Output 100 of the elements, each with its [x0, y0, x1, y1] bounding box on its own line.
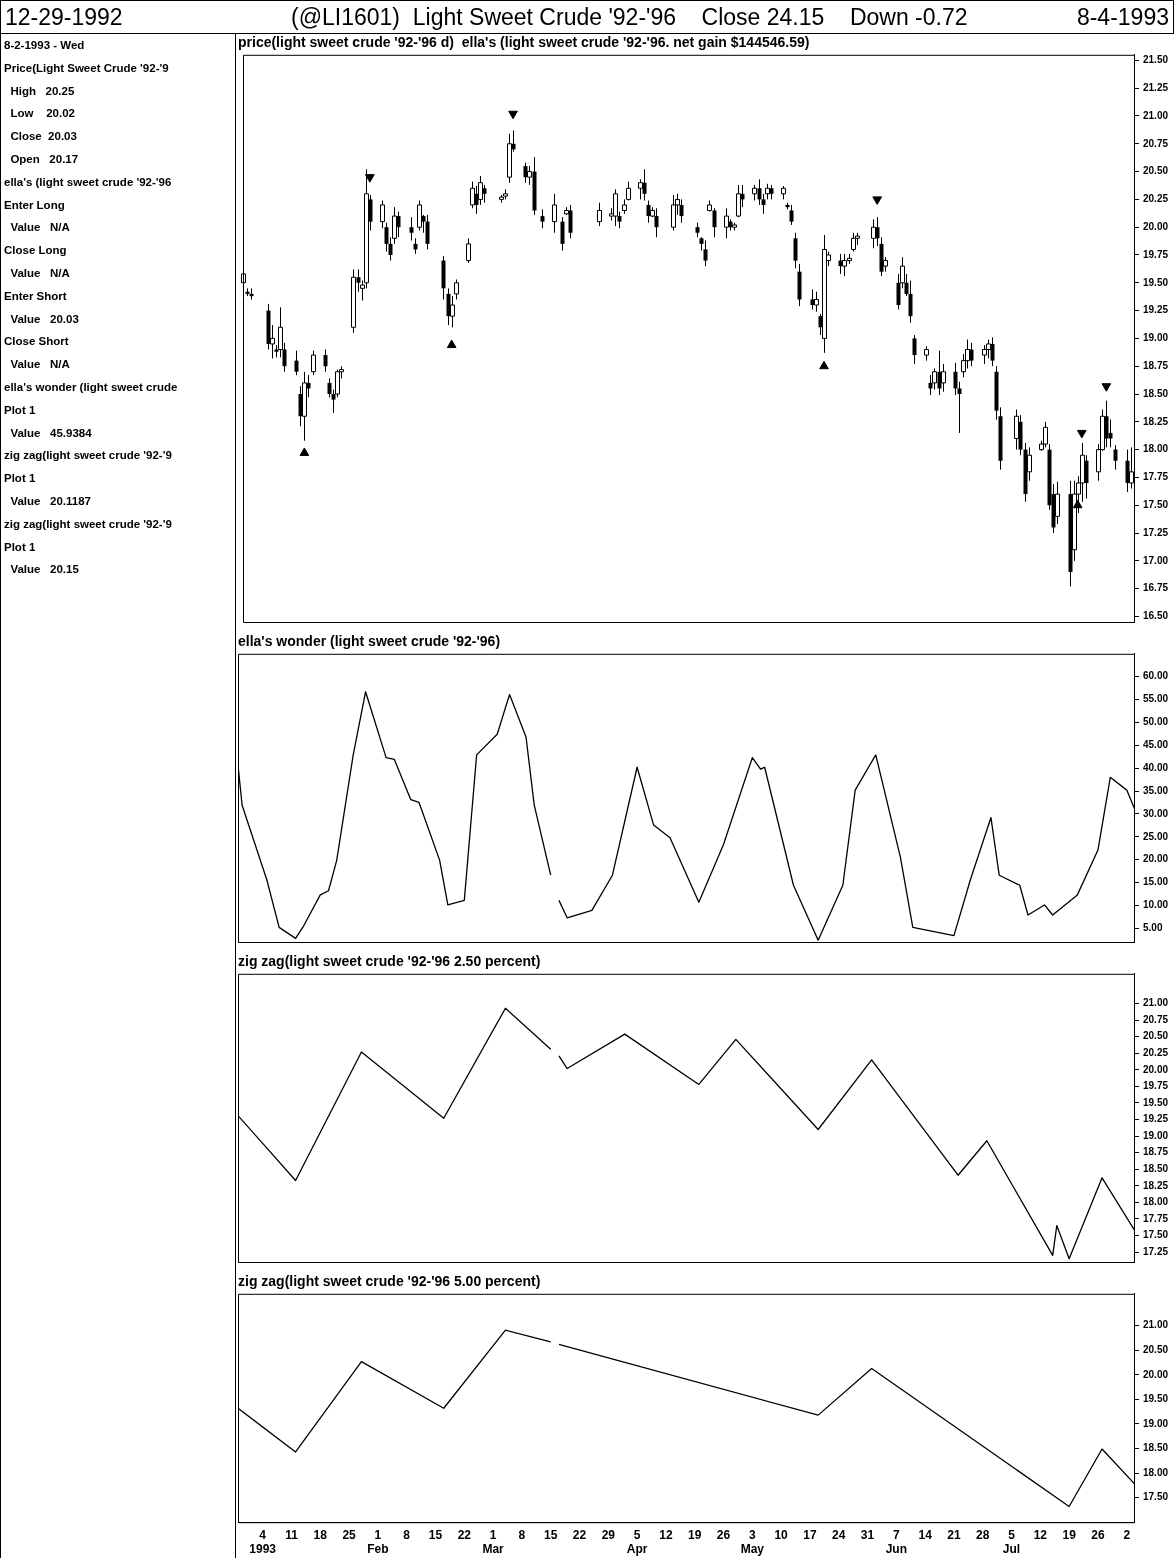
y-tick-label: 15.00 — [1142, 876, 1169, 888]
y-tick-label: 18.50 — [1142, 1163, 1169, 1174]
text: 8-2-1993 - Wed — [3, 38, 86, 53]
y-tick-label: 21.00 — [1142, 997, 1169, 1009]
candlestick — [703, 240, 708, 267]
y-tick-label: 60.00 — [1142, 670, 1169, 682]
text: Value 20.15 — [9, 562, 80, 578]
y-tick-label: 18.25 — [1142, 415, 1169, 427]
x-tick-label: 1 Mar — [482, 1527, 505, 1557]
x-tick-label: 7 Jun — [885, 1527, 907, 1557]
y-tick-label: 20.00 — [1142, 1368, 1169, 1380]
text: 8-4-1993 — [1076, 4, 1169, 31]
text: ella's wonder (light sweet crude — [3, 379, 179, 395]
candlestick — [982, 344, 987, 365]
x-tick-label: 14 — [918, 1527, 933, 1542]
x-tick-label: 19 — [1062, 1527, 1077, 1542]
y-tick-label: 17.00 — [1142, 554, 1169, 566]
point — [299, 447, 310, 456]
y-tick-label: 17.25 — [1142, 1245, 1169, 1257]
y-tick-label: 18.75 — [1142, 359, 1169, 371]
x-tick-label: 22 — [572, 1527, 587, 1542]
y-tick-label: 17.75 — [1142, 471, 1169, 483]
x-tick-label: 5 Apr — [626, 1527, 648, 1557]
y-tick-label: 20.50 — [1142, 165, 1169, 177]
y-tick-label: 17.50 — [1142, 1491, 1169, 1503]
y-tick-label: 18.00 — [1142, 443, 1169, 455]
y-tick-label: 20.00 — [1142, 220, 1169, 232]
y-tick-label: 16.50 — [1142, 610, 1169, 622]
y-tick-label: 50.00 — [1142, 716, 1169, 728]
candlestick — [671, 194, 676, 232]
y-tick-label: 20.25 — [1142, 193, 1169, 205]
x-tick-label: 5 Jul — [1002, 1527, 1021, 1557]
candlestick — [679, 198, 684, 224]
y-tick-label: 19.25 — [1142, 304, 1169, 316]
y-tick-label: 20.75 — [1142, 137, 1169, 149]
y-tick-label: 19.00 — [1142, 1417, 1169, 1429]
text: 12-29-1992 — [5, 4, 123, 31]
y-tick-label: 19.75 — [1142, 1080, 1169, 1092]
y-tick-label: 16.75 — [1142, 582, 1169, 594]
x-tick-label: 22 — [457, 1527, 472, 1542]
candlestick — [409, 216, 414, 242]
y-tick-label: 55.00 — [1142, 693, 1169, 705]
y-tick-label: 40.00 — [1142, 761, 1169, 773]
point — [1072, 499, 1083, 509]
y-tick-label: 20.50 — [1142, 1344, 1169, 1356]
x-tick-label: 17 — [803, 1527, 817, 1542]
candlestick — [1104, 400, 1109, 448]
x-tick-label: 2 — [1123, 1527, 1131, 1542]
y-tick-label: 18.75 — [1142, 1146, 1169, 1158]
point — [819, 360, 829, 370]
x-tick-label: 11 — [285, 1527, 299, 1542]
chart-title: ella's wonder (light sweet crude '92-'96) — [238, 633, 501, 650]
y-tick-label: 17.50 — [1142, 498, 1169, 510]
x-tick-label: 18 — [313, 1527, 328, 1542]
candlestick — [793, 232, 798, 269]
x-tick-label: 29 — [601, 1527, 616, 1542]
candlestick — [302, 371, 307, 442]
y-tick-label: 35.00 — [1142, 784, 1169, 796]
point — [1101, 383, 1112, 392]
text: zig zag(light sweet crude '92-'9 — [3, 448, 173, 464]
y-tick-label: 19.50 — [1142, 1393, 1169, 1405]
point — [446, 339, 457, 349]
x-tick-label: 10 — [774, 1527, 789, 1542]
x-tick-label: 3 May — [740, 1527, 765, 1557]
y-tick-label: 5.00 — [1142, 922, 1163, 934]
x-tick-label: 15 — [544, 1527, 558, 1542]
candlestick — [712, 207, 717, 238]
candlestick — [736, 184, 741, 218]
candlestick — [908, 280, 913, 324]
text: Plot 1 — [3, 539, 37, 555]
x-tick-label: 21 — [947, 1527, 961, 1542]
text: Enter Long — [3, 197, 66, 213]
x-tick-label: 26 — [1091, 1527, 1105, 1542]
x-tick-label: 19 — [688, 1527, 702, 1542]
candlestick — [323, 349, 328, 373]
y-tick-label: 18.00 — [1142, 1196, 1169, 1208]
text: Value 45.9384 — [9, 425, 93, 441]
candlestick — [294, 350, 299, 376]
candlestick — [1113, 444, 1118, 471]
y-tick-label: 21.00 — [1142, 1319, 1169, 1331]
candlestick — [540, 208, 545, 229]
chart-title: zig zag(light sweet crude '92-'96 5.00 percent) — [238, 1273, 541, 1290]
x-tick-label: 26 — [716, 1527, 731, 1542]
x-tick-label: 28 — [976, 1527, 990, 1542]
y-tick-label: 17.50 — [1142, 1229, 1169, 1241]
x-tick-label: 12 — [1033, 1527, 1048, 1542]
x-tick-label: 8 — [518, 1527, 526, 1542]
y-tick-label: 17.75 — [1142, 1212, 1169, 1224]
candlestick — [396, 211, 401, 238]
point — [365, 174, 375, 183]
point — [1076, 429, 1087, 439]
y-tick-label: 45.00 — [1142, 739, 1169, 751]
candlestick — [814, 291, 819, 313]
text: Close 20.03 — [9, 129, 78, 145]
text: Plot 1 — [3, 471, 37, 487]
text: Open 20.17 — [9, 152, 80, 167]
text: Value 20.03 — [9, 311, 80, 327]
chart-title: zig zag(light sweet crude '92-'96 2.50 percent) — [238, 953, 541, 970]
y-tick-label: 19.00 — [1142, 332, 1169, 344]
y-tick-label: 20.25 — [1142, 1047, 1169, 1059]
